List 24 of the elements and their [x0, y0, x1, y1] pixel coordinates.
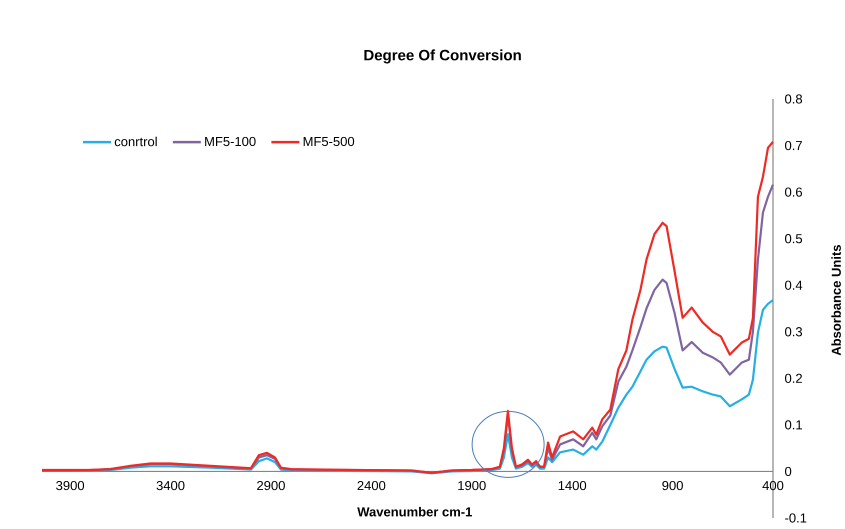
- x-axis-title: Wavenumber cm-1: [357, 506, 472, 516]
- y-tick-label: 0.2: [785, 374, 802, 383]
- x-tick-label: 2900: [257, 480, 285, 490]
- x-tick-label: 1400: [558, 480, 586, 490]
- legend-label: MF5-500: [304, 136, 354, 146]
- y-tick-label: 0.3: [785, 327, 802, 336]
- x-tick-label: 1900: [458, 480, 486, 490]
- y-tick-label: 0.6: [785, 188, 802, 197]
- x-tick-label: 900: [662, 480, 683, 490]
- y-tick-label: 0.8: [785, 94, 802, 104]
- x-tick-label: 400: [762, 480, 784, 490]
- legend-label: MF5-100: [205, 136, 256, 146]
- y-tick-label: 0: [785, 466, 792, 476]
- legend-label: conrtrol: [114, 136, 157, 146]
- x-tick-label: 3400: [156, 480, 184, 490]
- y-tick-label: -0.1: [785, 513, 806, 523]
- x-tick-label: 2400: [358, 480, 386, 490]
- y-tick-label: 0.5: [785, 234, 802, 244]
- y-tick-label: 0.4: [785, 280, 802, 290]
- y-tick-label: 0.7: [785, 140, 802, 150]
- y-tick-label: 0.1: [785, 420, 802, 430]
- y-axis-title: Absorbance Units: [831, 245, 841, 356]
- x-tick-label: 3900: [56, 480, 84, 490]
- chart-title: Degree Of Conversion: [364, 49, 521, 64]
